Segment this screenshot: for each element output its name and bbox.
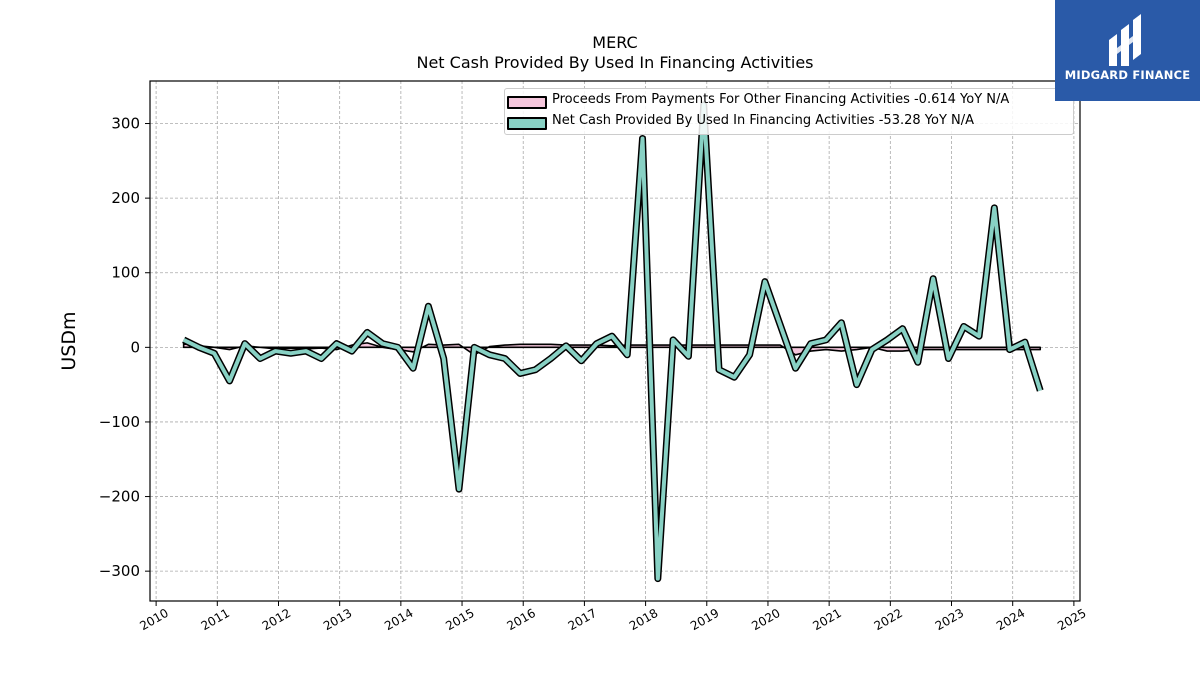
x-tick-label: 2018: [627, 606, 660, 633]
series-net-cash-line: [182, 102, 1043, 581]
legend-label: Proceeds From Payments For Other Financi…: [552, 92, 1010, 107]
y-tick-label: 300: [111, 115, 140, 133]
midgard-logo-icon: [1109, 14, 1141, 66]
y-tick-label: −100: [99, 413, 140, 431]
axes: 2010 2011 2012 2013 2014 2015 2016 2017 2018 2019…: [99, 115, 1089, 634]
x-tick-label: 2016: [504, 606, 537, 633]
legend-swatch-teal: [507, 117, 547, 130]
y-tick-label: −300: [99, 562, 140, 580]
series-net-cash-outline: [182, 101, 1044, 583]
y-tick-label: 100: [111, 264, 140, 282]
x-tick-label: 2023: [933, 606, 966, 633]
x-tick-label: 2011: [199, 606, 232, 633]
x-tick-label: 2010: [137, 606, 170, 633]
x-tick-label: 2022: [872, 606, 905, 633]
x-tick-label: 2013: [321, 606, 354, 633]
series-group: [182, 101, 1044, 583]
y-tick-label: 0: [130, 338, 140, 356]
brand-logo: MIDGARD FINANCE: [1055, 0, 1200, 101]
x-tick-label: 2019: [688, 606, 721, 633]
legend: Proceeds From Payments For Other Financi…: [504, 88, 1074, 135]
chart-subtitle: Net Cash Provided By Used In Financing A…: [416, 53, 814, 72]
x-tick-label: 2021: [810, 606, 843, 633]
x-tick-label: 2014: [382, 606, 415, 633]
x-tick-label: 2015: [443, 606, 476, 633]
x-tick-label: 2012: [260, 606, 293, 633]
y-tick-label: 200: [111, 189, 140, 207]
x-tick-label: 2024: [994, 606, 1027, 633]
chart-title: MERC: [592, 33, 638, 52]
y-axis-label: USDm: [58, 311, 80, 370]
x-tick-label: 2020: [749, 606, 782, 633]
legend-swatch-pink: [507, 96, 547, 109]
brand-name: MIDGARD FINANCE: [1064, 68, 1191, 82]
x-tick-label: 2025: [1055, 606, 1088, 633]
legend-label: Net Cash Provided By Used In Financing A…: [552, 113, 975, 128]
y-tick-label: −200: [99, 488, 140, 506]
x-tick-label: 2017: [566, 606, 599, 633]
plot-frame: [149, 80, 1081, 602]
